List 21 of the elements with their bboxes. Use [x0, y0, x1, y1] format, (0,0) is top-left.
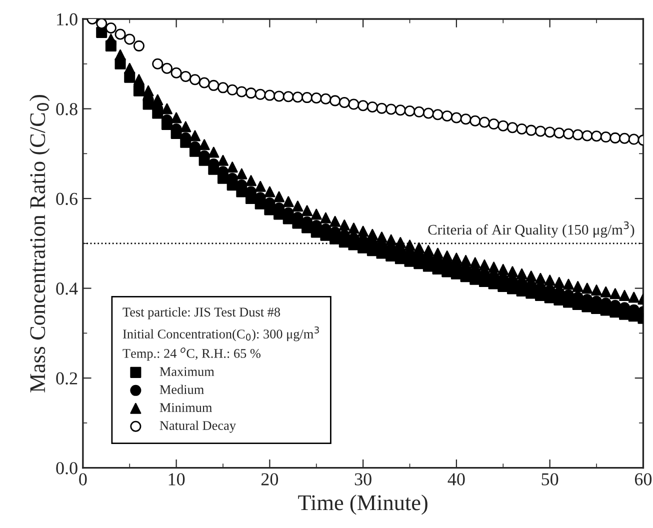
x-tick-label: 50 — [542, 473, 558, 486]
x-tick-label: 20 — [261, 473, 278, 486]
y-axis-title: Mass Concentration Ratio (C/C$_{0}$) — [30, 94, 50, 392]
x-tick-label: 60 — [634, 473, 652, 486]
text: Test particle: JIS Test Dust #8 Initial Concentration(C$_{0}$): 300 μg/m$^{3}$ Temp.: 24 $^{o}$C, R.H.: 65 % — [122, 307, 319, 361]
y-tick-label: 0.6 — [56, 192, 78, 206]
y-tick-label: 0.4 — [56, 282, 78, 295]
x-tick-label: 10 — [168, 473, 185, 486]
legend-label: Minimum — [160, 403, 212, 412]
x-axis-title: Time (Minute) — [298, 494, 428, 515]
ref-line-label: Criteria of Air Quality (150 μg/m$^{3}$) — [428, 221, 634, 238]
y-tick-label: 0.0 — [56, 462, 78, 474]
legend-label: Natural Decay — [160, 420, 236, 433]
legend-label: Medium — [160, 384, 204, 394]
legend-label: Maximum — [160, 367, 214, 376]
y-tick-label: 0.2 — [56, 372, 78, 385]
x-tick-label: 40 — [448, 473, 465, 486]
x-tick-label: 30 — [354, 473, 372, 486]
y-tick-label: 1.0 — [57, 13, 78, 26]
x-tick-label: 0 — [79, 473, 87, 486]
y-tick-label: 0.8 — [56, 103, 78, 116]
